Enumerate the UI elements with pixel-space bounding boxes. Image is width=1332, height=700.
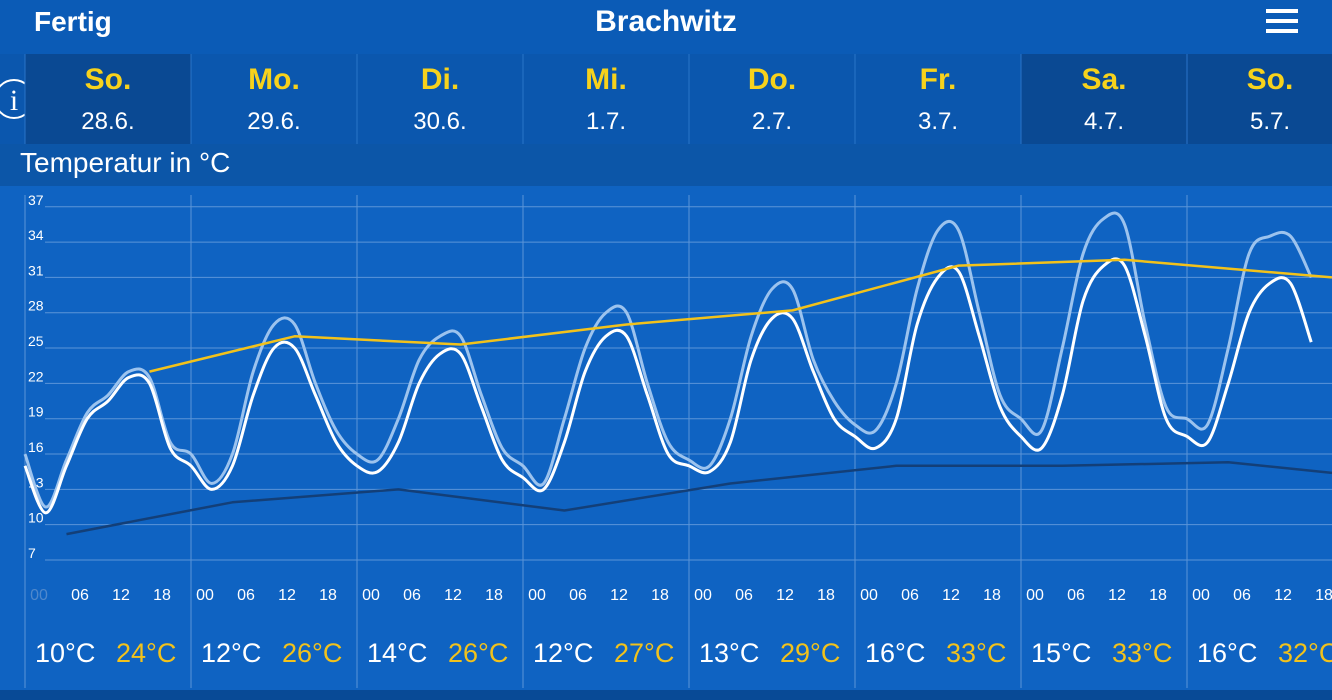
hour-label: 00: [860, 587, 878, 604]
max-temp: 27°C: [614, 638, 674, 668]
max-temp: 32°C: [1278, 638, 1332, 668]
hour-label: 06: [403, 587, 421, 604]
hour-label: 06: [1067, 587, 1085, 604]
hour-label: 06: [71, 587, 89, 604]
done-button[interactable]: Fertig: [34, 6, 112, 37]
max-temp: 33°C: [946, 638, 1006, 668]
y-tick-label: 7: [28, 545, 36, 561]
max-temp: 26°C: [448, 638, 508, 668]
y-tick-label: 28: [28, 298, 44, 314]
min-temp: 10°C: [35, 638, 95, 668]
hour-label: 00: [30, 587, 48, 604]
y-tick-label: 10: [28, 510, 44, 526]
hour-label: 00: [528, 587, 546, 604]
max-temp: 29°C: [780, 638, 840, 668]
hour-label: 18: [651, 587, 669, 604]
min-temp: 16°C: [1197, 638, 1257, 668]
day-name: Mi.: [585, 63, 627, 96]
temperature-line: [66, 461, 1332, 536]
header-title: Brachwitz: [595, 5, 737, 38]
day-date: 30.6.: [413, 108, 466, 135]
day-name: Do.: [748, 63, 796, 96]
weekend-cell: [1187, 54, 1332, 144]
y-tick-label: 16: [28, 439, 44, 455]
hour-label: 00: [1192, 587, 1210, 604]
weekend-cell: [25, 54, 191, 144]
hour-label: 12: [112, 587, 130, 604]
min-temp: 13°C: [699, 638, 759, 668]
svg-text:i: i: [10, 84, 18, 117]
day-name: Sa.: [1081, 63, 1126, 96]
day-name: Di.: [421, 63, 459, 96]
day-date: 5.7.: [1250, 108, 1290, 135]
hour-label: 06: [735, 587, 753, 604]
day-date: 28.6.: [81, 108, 134, 135]
temperature-line: [23, 257, 1313, 515]
y-tick-label: 19: [28, 404, 44, 420]
hour-label: 12: [610, 587, 628, 604]
hour-label: 18: [153, 587, 171, 604]
hour-label: 00: [196, 587, 214, 604]
y-tick-label: 37: [28, 192, 44, 208]
day-name: So.: [1247, 63, 1294, 96]
hour-label: 18: [485, 587, 503, 604]
y-tick-label: 22: [28, 368, 44, 384]
hour-label: 18: [1315, 587, 1332, 604]
hour-label: 18: [983, 587, 1001, 604]
day-date: 29.6.: [247, 108, 300, 135]
menu-button[interactable]: [1266, 9, 1298, 33]
min-temp: 12°C: [533, 638, 593, 668]
hour-label: 06: [901, 587, 919, 604]
y-tick-label: 25: [28, 333, 44, 349]
section-bar: [0, 144, 1332, 186]
day-date: 1.7.: [586, 108, 626, 135]
y-tick-label: 31: [28, 262, 44, 278]
day-name: Fr.: [920, 63, 957, 96]
min-temp: 12°C: [201, 638, 261, 668]
y-tick-label: 34: [28, 227, 44, 243]
hour-label: 18: [1149, 587, 1167, 604]
hour-label: 18: [319, 587, 337, 604]
bottom-bar: [0, 690, 1332, 700]
temperature-line: [149, 258, 1332, 373]
min-temp: 15°C: [1031, 638, 1091, 668]
min-temp: 16°C: [865, 638, 925, 668]
temperature-line: [23, 211, 1313, 509]
weekend-cell: [1021, 54, 1187, 144]
hour-label: 06: [1233, 587, 1251, 604]
day-date: 2.7.: [752, 108, 792, 135]
max-temp: 33°C: [1112, 638, 1172, 668]
day-name: Mo.: [248, 63, 300, 96]
hour-label: 12: [444, 587, 462, 604]
hour-label: 12: [1274, 587, 1292, 604]
max-temp: 26°C: [282, 638, 342, 668]
hour-label: 00: [362, 587, 380, 604]
hour-label: 12: [1108, 587, 1126, 604]
hour-label: 12: [278, 587, 296, 604]
hour-label: 06: [237, 587, 255, 604]
hour-label: 00: [1026, 587, 1044, 604]
hour-label: 00: [694, 587, 712, 604]
hour-label: 12: [776, 587, 794, 604]
min-temp: 14°C: [367, 638, 427, 668]
day-date: 3.7.: [918, 108, 958, 135]
max-temp: 24°C: [116, 638, 176, 668]
hour-label: 06: [569, 587, 587, 604]
day-name: So.: [85, 63, 132, 96]
day-date: 4.7.: [1084, 108, 1124, 135]
header-bar: [0, 0, 1332, 54]
hour-label: 18: [817, 587, 835, 604]
section-title: Temperatur in °C: [20, 147, 230, 178]
hour-label: 12: [942, 587, 960, 604]
